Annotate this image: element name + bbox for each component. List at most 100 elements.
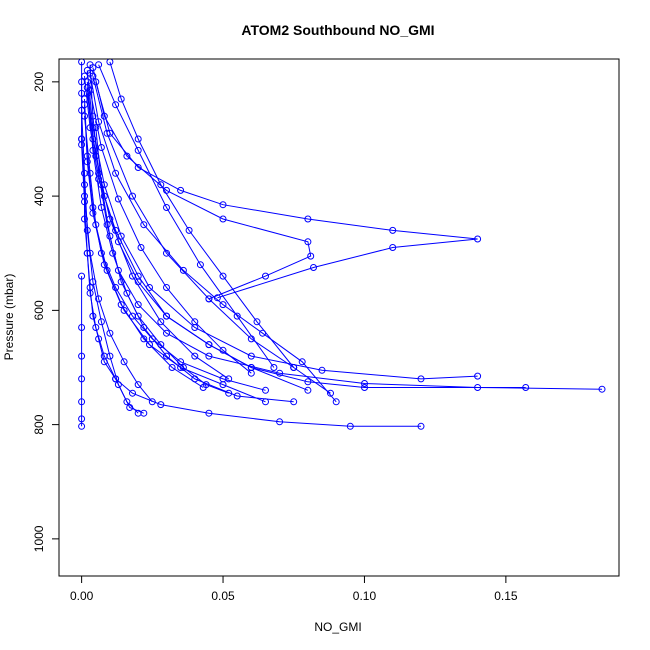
plot-frame	[58, 58, 620, 577]
data-point-4-2	[106, 129, 114, 137]
data-point-9-7	[114, 381, 122, 389]
series-line-9	[81, 110, 144, 414]
data-point-22-5	[134, 312, 142, 320]
data-point-5-9	[304, 386, 312, 394]
data-point-9-3	[83, 226, 91, 234]
data-point-17-6	[140, 335, 148, 343]
data-point-2-7	[163, 329, 170, 337]
data-point-12-5	[134, 278, 142, 286]
data-point-10-8	[298, 358, 306, 366]
data-point-2-5	[114, 266, 122, 274]
data-point-4-6	[304, 215, 312, 223]
data-point-3-2	[89, 124, 97, 132]
data-point-5-3	[95, 175, 103, 183]
series-line-3	[86, 70, 478, 380]
data-point-16-4	[129, 272, 136, 280]
data-point-7-5	[123, 289, 131, 297]
y-axis-label: Pressure (mbar)	[2, 274, 16, 361]
series-line-13	[84, 116, 266, 403]
data-point-6-6	[304, 238, 312, 246]
data-point-3-7	[247, 352, 255, 360]
data-point-21-7	[78, 422, 86, 430]
series-line-22	[95, 127, 229, 394]
data-point-18-9	[123, 398, 131, 406]
data-point-10-3	[112, 169, 120, 177]
data-point-3-5	[146, 284, 153, 291]
data-point-6-8	[262, 272, 269, 280]
data-point-16-3	[106, 215, 114, 223]
data-point-11-2	[112, 101, 120, 109]
data-point-20-1	[86, 86, 94, 94]
data-point-6-1	[89, 64, 97, 72]
data-point-13-4	[103, 266, 111, 274]
data-point-9-1	[78, 106, 86, 114]
data-point-6-4	[163, 186, 170, 194]
data-point-19-2	[117, 95, 125, 103]
data-point-15-2	[103, 129, 111, 137]
data-point-12-4	[114, 238, 122, 246]
data-point-6-2	[100, 112, 108, 120]
data-point-14-7	[134, 381, 142, 389]
data-point-13-9	[262, 398, 269, 406]
data-point-12-6	[163, 312, 170, 320]
data-point-10-6	[219, 301, 227, 309]
x-tick-label: 0.10	[353, 589, 377, 603]
data-point-2-10	[361, 380, 368, 387]
data-point-2-11	[474, 384, 482, 391]
data-point-15-1	[89, 72, 97, 80]
data-point-18-10	[134, 409, 142, 417]
data-point-16-6	[191, 352, 199, 360]
y-tick-label: 800	[32, 414, 46, 434]
data-point-1-16	[346, 422, 354, 430]
data-point-3-9	[417, 375, 425, 383]
data-point-6-3	[123, 152, 131, 160]
series-line-16	[86, 93, 229, 380]
data-point-3-4	[117, 232, 125, 240]
data-point-11-1	[95, 61, 103, 69]
data-point-11-6	[233, 312, 241, 320]
data-point-18-6	[92, 324, 100, 331]
data-point-12-11	[522, 384, 530, 391]
data-point-13-8	[219, 381, 227, 389]
y-axis: 200 400 600 800 1000	[32, 72, 59, 552]
data-point-2-8	[205, 352, 213, 360]
data-point-10-7	[259, 329, 267, 337]
data-point-14-4	[95, 295, 103, 303]
data-point-4-5	[219, 201, 227, 209]
data-point-1-17	[417, 422, 425, 430]
data-point-22-9	[225, 389, 233, 397]
data-point-20-7	[219, 346, 227, 354]
data-point-9-4	[89, 278, 97, 286]
data-point-21-4	[78, 375, 86, 383]
data-point-20-3	[114, 195, 122, 203]
data-point-20-8	[247, 369, 255, 377]
data-point-13-3	[92, 221, 100, 229]
plot-lines	[81, 61, 603, 427]
data-point-22-2	[97, 181, 105, 189]
data-point-19-4	[157, 181, 165, 189]
data-point-3-10	[474, 372, 482, 380]
data-point-13-5	[120, 306, 128, 314]
data-point-3-8	[318, 366, 326, 374]
data-point-17-3	[89, 209, 97, 217]
data-point-14-8	[148, 398, 156, 406]
y-tick-label: 1000	[32, 525, 46, 552]
data-point-8-5	[112, 284, 120, 291]
y-tick-label: 400	[32, 186, 46, 206]
series-line-1	[81, 61, 421, 427]
data-point-21-3	[78, 352, 86, 360]
data-point-14-6	[120, 358, 128, 366]
data-point-15-6	[247, 335, 255, 343]
data-point-19-3	[134, 135, 142, 143]
data-point-4-4	[177, 186, 185, 194]
data-point-22-6	[157, 341, 165, 349]
data-point-21-2	[78, 324, 86, 331]
data-point-7-10	[290, 398, 298, 406]
data-point-11-4	[163, 204, 170, 211]
data-point-17-1	[81, 101, 88, 109]
data-point-18-4	[83, 249, 91, 257]
data-point-7-7	[163, 352, 170, 360]
data-point-12-10	[361, 384, 368, 391]
data-point-17-2	[83, 158, 91, 166]
